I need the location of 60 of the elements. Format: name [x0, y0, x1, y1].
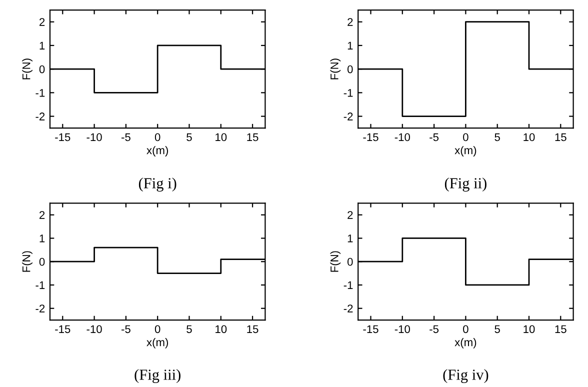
x-tick-label: -15 — [55, 325, 70, 334]
x-tick-label: -10 — [394, 325, 410, 334]
x-tick-label: 15 — [555, 325, 566, 334]
y-tick-label: -2 — [344, 304, 353, 312]
x-tick-label: -5 — [430, 325, 439, 334]
x-axis-title: x(m) — [454, 338, 476, 348]
y-tick-label: -1 — [36, 89, 45, 97]
y-tick-label: -1 — [344, 89, 353, 97]
x-tick-label: 15 — [247, 325, 258, 334]
text: (Fig iv) — [443, 369, 488, 384]
x-tick-label: 10 — [216, 325, 227, 334]
x-axis-title: x(m) — [146, 146, 168, 156]
y-tick-label: 1 — [40, 234, 45, 242]
y-tick-label: 0 — [347, 258, 353, 266]
x-tick-label: 5 — [494, 325, 500, 334]
x-tick-label: 5 — [186, 325, 192, 334]
y-tick-label: 2 — [348, 18, 353, 26]
x-tick-label: 5 — [186, 133, 192, 142]
x-axis-title: x(m) — [454, 146, 476, 156]
y-axis-title: F(N) — [330, 251, 341, 272]
x-axis-title: x(m) — [146, 338, 168, 348]
y-tick-label: -2 — [36, 304, 45, 312]
y-tick-label: 1 — [348, 42, 353, 50]
x-tick-label: 10 — [524, 133, 535, 142]
x-tick-label: 10 — [524, 325, 535, 334]
x-tick-label: -5 — [121, 325, 130, 334]
y-tick-label: 1 — [348, 234, 353, 242]
y-axis-title: F(N) — [22, 251, 32, 272]
y-axis-title: F(N) — [330, 58, 341, 80]
y-tick-label: 2 — [348, 211, 353, 219]
x-tick-label: 0 — [154, 325, 160, 334]
x-tick-label: 0 — [154, 133, 160, 142]
x-tick-label: -15 — [363, 133, 378, 142]
x-tick-label: 15 — [247, 133, 258, 142]
x-tick-label: 15 — [555, 133, 566, 142]
x-tick-label: -15 — [363, 325, 378, 334]
y-tick-label: 2 — [40, 18, 45, 26]
y-tick-label: 0 — [39, 258, 45, 266]
x-tick-label: 5 — [494, 133, 500, 142]
text: (Fig i) — [138, 178, 176, 192]
y-tick-label: 2 — [40, 211, 45, 219]
x-tick-label: 0 — [463, 325, 468, 334]
x-tick-label: -10 — [394, 133, 410, 142]
x-tick-label: -10 — [86, 133, 102, 142]
x-tick-label: -5 — [121, 133, 130, 142]
x-tick-label: 0 — [463, 133, 468, 142]
text: (Fig iii) — [134, 369, 180, 384]
x-tick-label: 10 — [216, 133, 227, 142]
y-tick-label: 0 — [347, 65, 353, 74]
text: (Fig ii) — [444, 178, 486, 192]
x-tick-label: -5 — [430, 133, 439, 142]
y-tick-label: -2 — [344, 112, 353, 120]
x-tick-label: -15 — [55, 133, 70, 142]
y-tick-label: -1 — [344, 281, 353, 290]
y-tick-label: 1 — [40, 42, 45, 50]
y-axis-title: F(N) — [22, 58, 32, 80]
y-tick-label: -2 — [36, 112, 45, 120]
y-tick-label: -1 — [36, 281, 45, 290]
x-tick-label: -10 — [86, 325, 102, 334]
y-tick-label: 0 — [39, 65, 45, 74]
